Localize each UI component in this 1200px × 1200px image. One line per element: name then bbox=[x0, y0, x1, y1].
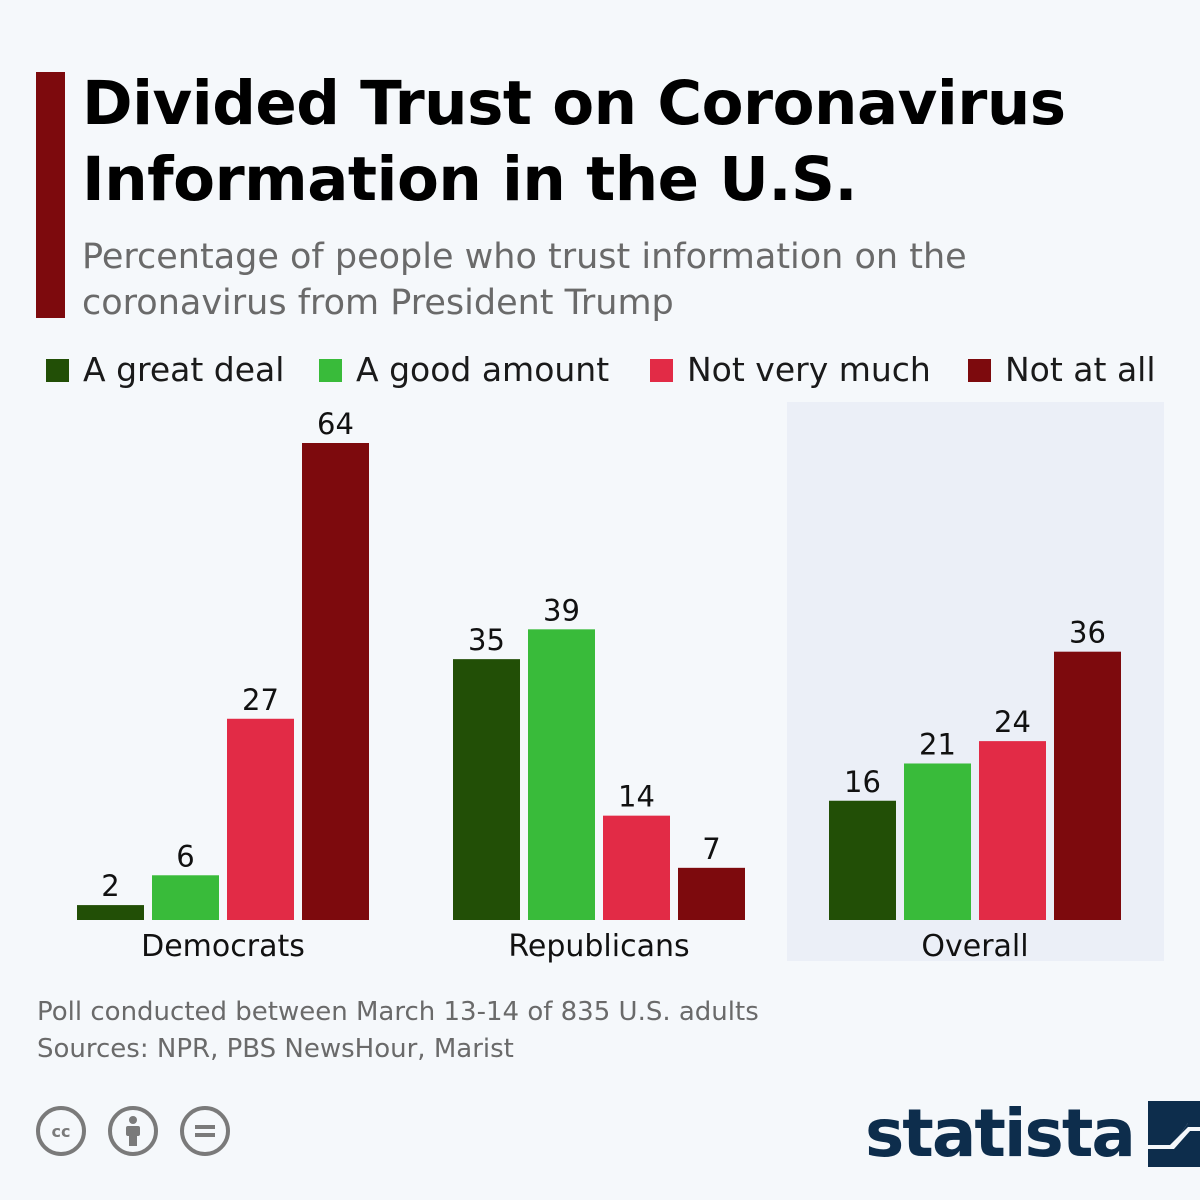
data-label: 21 bbox=[919, 727, 956, 761]
category-label: Republicans bbox=[508, 929, 689, 964]
bar-group-republicans: 35 39 14 7 Republicans bbox=[453, 593, 745, 964]
data-label: 14 bbox=[618, 780, 655, 814]
bar-republicans-4 bbox=[678, 867, 745, 920]
bar-republicans-1 bbox=[453, 659, 520, 920]
legend-label-not-very-much: Not very much bbox=[687, 350, 931, 389]
legend-swatch-great-deal bbox=[46, 358, 69, 382]
bar-overall-2 bbox=[904, 763, 971, 920]
footer: Poll conducted between March 13-14 of 83… bbox=[37, 994, 759, 1068]
legend-item-not-very-much: Not very much bbox=[650, 348, 931, 392]
legend-label-great-deal: A great deal bbox=[83, 350, 285, 389]
bar-democrats-1 bbox=[77, 905, 144, 920]
legend-item-not-at-all: Not at all bbox=[968, 348, 1156, 392]
bar-republicans-2 bbox=[528, 629, 595, 920]
legend-item-good-amount: A good amount bbox=[319, 348, 609, 392]
chart-subtitle: Percentage of people who trust informati… bbox=[82, 237, 967, 323]
data-label: 39 bbox=[543, 593, 580, 627]
bar-overall-1 bbox=[829, 800, 896, 920]
bar-democrats-4 bbox=[302, 443, 369, 920]
bar-group-democrats: 2 6 27 64 Democrats bbox=[77, 407, 369, 964]
bar-republicans-3 bbox=[603, 815, 670, 920]
legend-label-not-at-all: Not at all bbox=[1005, 350, 1156, 389]
bar-overall-3 bbox=[979, 741, 1046, 920]
title-accent-bar bbox=[36, 72, 65, 318]
bar-democrats-3 bbox=[227, 718, 294, 920]
data-label: 64 bbox=[317, 407, 354, 441]
statista-logo: statista bbox=[865, 1094, 1200, 1174]
legend: A great deal A good amount Not very much… bbox=[46, 348, 1176, 392]
category-label: Democrats bbox=[141, 929, 305, 964]
data-label: 24 bbox=[994, 705, 1031, 739]
cc-icon: cc bbox=[36, 1106, 86, 1156]
data-label: 27 bbox=[242, 683, 279, 717]
svg-text:cc: cc bbox=[52, 1122, 71, 1141]
data-label: 16 bbox=[844, 765, 881, 799]
data-label: 7 bbox=[702, 832, 720, 866]
attribution-icon bbox=[108, 1106, 158, 1156]
statista-logo-icon bbox=[1147, 1101, 1200, 1167]
data-label: 2 bbox=[101, 869, 119, 903]
legend-swatch-good-amount bbox=[319, 358, 342, 382]
bar-overall-4 bbox=[1054, 651, 1121, 920]
legend-label-good-amount: A good amount bbox=[356, 350, 610, 389]
category-label: Overall bbox=[921, 929, 1028, 964]
bar-democrats-2 bbox=[152, 875, 219, 920]
footer-sources: Sources: NPR, PBS NewsHour, Marist bbox=[37, 1034, 514, 1064]
data-label: 36 bbox=[1069, 616, 1106, 650]
data-label: 35 bbox=[468, 623, 505, 657]
bar-group-overall: 16 21 24 36 Overall bbox=[829, 616, 1121, 964]
legend-swatch-not-very-much bbox=[650, 358, 673, 382]
legend-item-great-deal: A great deal bbox=[46, 348, 284, 392]
license-icons: cc bbox=[36, 1106, 252, 1156]
no-derivatives-icon bbox=[180, 1106, 230, 1156]
data-label: 6 bbox=[176, 839, 194, 873]
bar-chart: 2 6 27 64 Democrats 35 39 14 7 Republicans 16 21 24 3… bbox=[77, 402, 1164, 964]
chart-title: Divided Trust on Coronavirus Information… bbox=[82, 68, 1066, 215]
legend-swatch-not-at-all bbox=[968, 358, 991, 382]
footer-note: Poll conducted between March 13-14 of 83… bbox=[37, 997, 759, 1027]
logo-text: statista bbox=[865, 1095, 1136, 1172]
